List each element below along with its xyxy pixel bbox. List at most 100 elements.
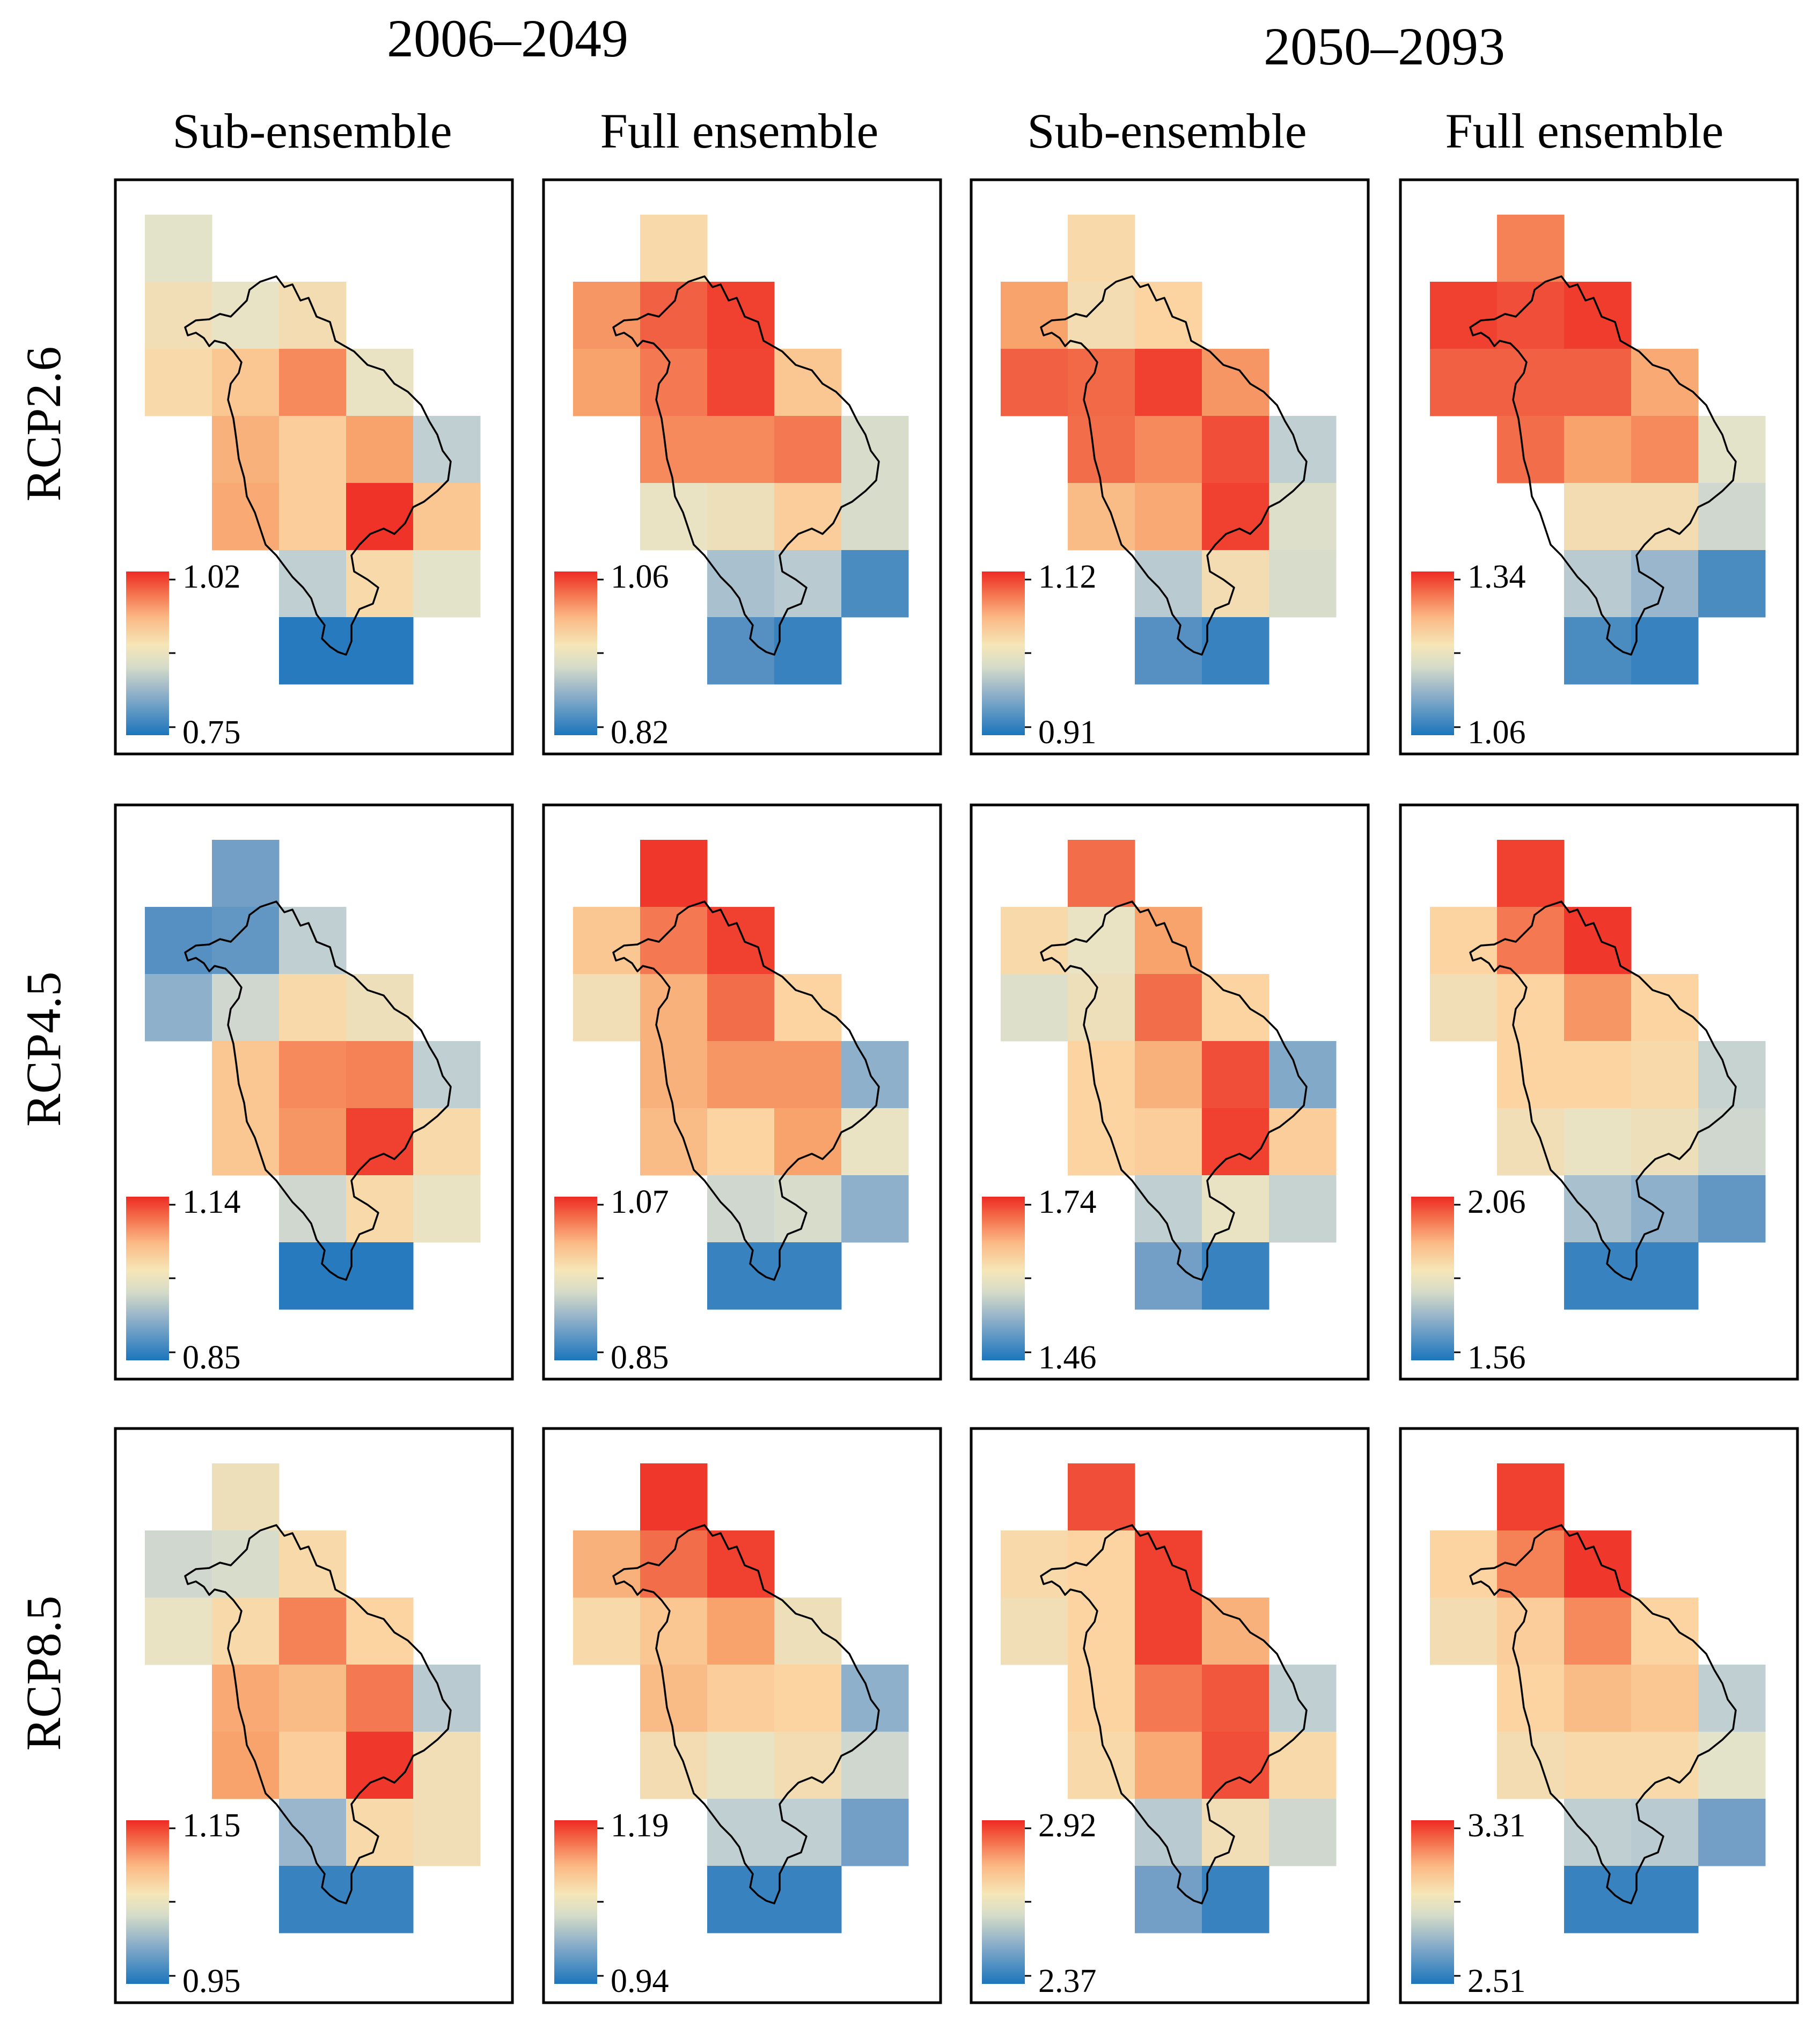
grid-cell [279,974,347,1042]
grid-cell [1631,1108,1699,1176]
grid-cell [1564,974,1632,1042]
grid-cell [413,416,481,483]
grid-cell [1564,1530,1632,1598]
grid-cell [707,1041,775,1109]
grid-cell [1631,1175,1699,1243]
map-panel-rcp4-5-2050-sub-ensemble: 1.74 1.46 [970,803,1370,1381]
basin-boundary [1040,275,1308,656]
colorbar [126,1197,169,1360]
grid-cell [1202,1732,1269,1799]
grid-cell [707,550,775,618]
colorbar-min-label: 0.94 [611,1963,669,1999]
grid-cell [774,1598,842,1665]
grid-cell [346,1242,414,1310]
colorbar [554,572,597,735]
colorbar-max-label: 1.15 [182,1807,241,1844]
grid-cell [707,282,775,349]
colorbar [1411,572,1454,735]
colorbar-max-label: 1.34 [1467,559,1526,595]
grid-cell [145,907,212,975]
grid-cell [640,840,708,907]
grid-cell [212,840,280,907]
grid-cell [707,1598,775,1665]
panel-grid: 1.02 0.75 1.06 0.82 1.12 0.91 1.34 1.06 1.14 0.85… [114,178,1799,2004]
grid-cell [212,1041,280,1109]
grid-cell [1497,349,1565,416]
basin-boundary [612,275,880,656]
grid-cell [1202,974,1269,1042]
grid-cell [774,349,842,416]
grid-cell [774,1175,842,1243]
grid-cell [1001,907,1068,975]
grid-cell [1497,1598,1565,1665]
grid-cell [1497,840,1565,907]
grid-cell [1001,1530,1068,1598]
grid-cell [1068,1598,1135,1665]
grid-cell [573,1530,641,1598]
grid-cell [1135,416,1202,483]
grid-cell [1202,1665,1269,1732]
grid-cell [413,1175,481,1243]
grid-cell [1698,1665,1766,1732]
grid-cell [1631,974,1699,1042]
grid-cell [346,1732,414,1799]
grid-cell [1497,974,1565,1042]
map-panel-rcp8-5-2006-full-ensemble: 1.19 0.94 [542,1427,942,2004]
grid-cell [707,349,775,416]
grid-cell [1631,1866,1699,1933]
grid-cell [841,1732,909,1799]
basin-boundary [184,275,452,656]
grid-cell [1269,550,1337,618]
grid-cell [212,1598,280,1665]
grid-cell [1135,974,1202,1042]
grid-cell [1068,1041,1135,1109]
grid-cell [1564,282,1632,349]
grid-cell [1564,1108,1632,1176]
grid-cell [841,1175,909,1243]
colorbar-max-label: 2.06 [1467,1184,1526,1220]
grid-cell [279,1665,347,1732]
period-title-2006-2049: 2006–2049 [387,9,628,68]
colorbar [1411,1197,1454,1360]
grid-cell [707,416,775,483]
colorbar [1411,1820,1454,1984]
grid-cell [279,1530,347,1598]
grid-cell [1068,1463,1135,1531]
grid-cell [1068,349,1135,416]
grid-cell [413,483,481,551]
map-panel-rcp2-6-2006-full-ensemble: 1.06 0.82 [542,178,942,756]
grid-cell [707,1108,775,1176]
grid-cell [841,483,909,551]
grid-cell [1202,617,1269,685]
grid-cell [346,1799,414,1866]
map-panel-rcp2-6-2050-sub-ensemble: 1.12 0.91 [970,178,1370,756]
grid-cell [1497,1665,1565,1732]
colorbar [982,1197,1025,1360]
grid-cell [145,1598,212,1665]
grid-cell [707,1175,775,1243]
grid-cell [707,483,775,551]
grid-cell [1135,1799,1202,1866]
grid-cell [1001,974,1068,1042]
row-label-rcp8-5: RCP8.5 [16,1596,71,1751]
grid-cell [1564,1665,1632,1732]
grid-cell [145,349,212,416]
row-label-rcp2-6: RCP2.6 [16,347,71,502]
grid-cell [1564,1732,1632,1799]
grid-cell [1001,349,1068,416]
grid-cell [841,416,909,483]
colorbar-max-label: 2.92 [1038,1807,1097,1844]
grid-cell [1430,1530,1498,1598]
colorbar [982,572,1025,735]
grid-cell [573,907,641,975]
grid-cell [1135,1665,1202,1732]
grid-cell [1698,1041,1766,1109]
grid-cell [573,349,641,416]
colorbar-min-label: 0.75 [182,714,241,751]
grid-cell [1631,550,1699,618]
grid-cell [707,907,775,975]
colorbar-min-label: 0.95 [182,1963,241,1999]
map-panel-rcp2-6-2050-full-ensemble: 1.34 1.06 [1399,178,1799,756]
grid-cell [640,416,708,483]
grid-cell [1135,1041,1202,1109]
